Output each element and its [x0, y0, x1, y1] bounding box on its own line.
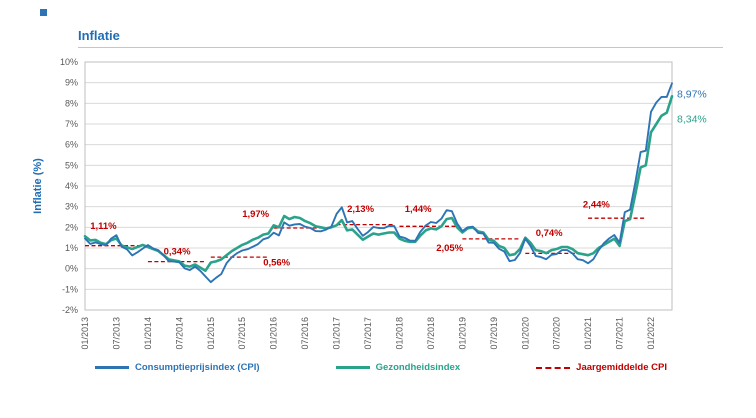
x-axis-tick-label: 07/2014	[174, 317, 184, 350]
cpi-end-value-label: 8,97%	[677, 88, 707, 100]
x-axis-tick-label: 01/2017	[332, 317, 342, 350]
x-axis-tick-label: 07/2020	[552, 317, 562, 350]
y-axis-tick-label: 0%	[65, 264, 78, 274]
annual-average-label: 2,05%	[436, 243, 463, 254]
chart-legend: Consumptieprijsindex (CPI) Gezondheidsin…	[95, 362, 667, 373]
x-axis-tick-label: 07/2013	[111, 317, 121, 350]
y-axis-title: Inflatie (%)	[32, 158, 44, 214]
cpi-line	[84, 82, 673, 284]
annual-average-label: 0,34%	[164, 247, 191, 258]
legend-item-cpi[interactable]: Consumptieprijsindex (CPI)	[95, 362, 260, 373]
title-divider	[78, 47, 723, 48]
plot-border	[84, 61, 673, 311]
health-index-line	[83, 95, 674, 273]
annual-average-label: 2,44%	[583, 200, 610, 211]
legend-item-health-index[interactable]: Gezondheidsindex	[335, 362, 461, 373]
legend-item-annual-average-cpi[interactable]: Jaargemiddelde CPI	[536, 362, 667, 373]
y-axis-tick-label: -1%	[62, 284, 78, 294]
y-axis-tick-label: 3%	[65, 202, 78, 212]
y-axis-tick-label: 7%	[65, 119, 78, 129]
cpi-line-swatch	[95, 366, 129, 369]
x-axis-tick-label: 01/2022	[646, 317, 656, 350]
y-axis-tick-label: 2%	[65, 222, 78, 232]
y-axis-tick-label: 9%	[65, 78, 78, 88]
annual-average-label: 0,56%	[263, 258, 290, 269]
y-axis-tick-label: 4%	[65, 181, 78, 191]
annual-average-label: 0,74%	[536, 228, 563, 239]
y-axis-tick-label: 1%	[65, 243, 78, 253]
x-axis-tick-label: 01/2014	[143, 317, 153, 350]
x-axis-tick-label: 01/2018	[395, 317, 405, 350]
x-axis-tick-label: 07/2018	[426, 317, 436, 350]
annual-average-label: 2,13%	[347, 204, 374, 215]
legend-label-cpi: Consumptieprijsindex (CPI)	[135, 362, 260, 373]
annual-average-cpi-swatch	[536, 366, 571, 369]
y-axis-tick-label: 10%	[60, 57, 78, 67]
x-axis-tick-label: 01/2013	[80, 317, 90, 350]
x-axis-tick-label: 07/2015	[237, 317, 247, 350]
legend-label-health-index: Gezondheidsindex	[375, 362, 461, 373]
annual-average-label: 1,97%	[242, 209, 269, 220]
legend-label-annual-average-cpi: Jaargemiddelde CPI	[576, 362, 667, 373]
y-axis-tick-label: 5%	[65, 160, 78, 170]
y-axis-tick-label: -2%	[62, 305, 78, 315]
health-index-end-value-label: 8,34%	[677, 113, 707, 125]
x-axis-tick-label: 07/2021	[615, 317, 625, 350]
chart-title: Inflatie	[78, 28, 120, 43]
x-axis-tick-label: 01/2021	[583, 317, 593, 350]
health-index-line-swatch	[335, 366, 370, 369]
y-axis-tick-label: 6%	[65, 140, 78, 150]
x-axis-tick-label: 07/2017	[363, 317, 373, 350]
x-axis-tick-label: 01/2020	[520, 317, 530, 350]
annual-average-label: 1,11%	[90, 221, 117, 232]
x-axis-tick-label: 01/2019	[457, 317, 467, 350]
y-axis-tick-label: 8%	[65, 98, 78, 108]
x-axis-tick-label: 07/2019	[489, 317, 499, 350]
bullet-icon	[40, 9, 47, 16]
annual-average-label: 1,44%	[405, 204, 432, 215]
x-axis-tick-label: 01/2016	[269, 317, 279, 350]
x-axis-tick-label: 01/2015	[206, 317, 216, 350]
x-axis-tick-label: 07/2016	[300, 317, 310, 350]
